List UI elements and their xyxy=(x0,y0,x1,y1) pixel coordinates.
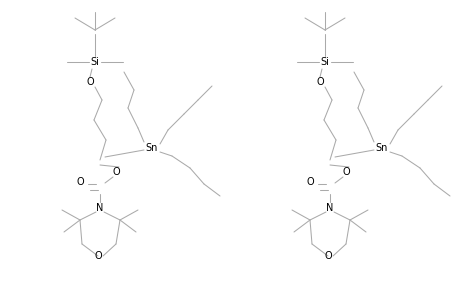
Text: Sn: Sn xyxy=(375,143,387,153)
Text: Si: Si xyxy=(320,57,329,67)
Text: O: O xyxy=(94,251,101,261)
Text: O: O xyxy=(76,177,84,187)
Text: O: O xyxy=(112,167,119,177)
Text: O: O xyxy=(306,177,313,187)
Text: N: N xyxy=(325,203,333,213)
Text: O: O xyxy=(86,77,94,87)
Text: N: N xyxy=(96,203,103,213)
Text: O: O xyxy=(324,251,331,261)
Text: Si: Si xyxy=(90,57,99,67)
Text: O: O xyxy=(341,167,349,177)
Text: Sn: Sn xyxy=(146,143,158,153)
Text: O: O xyxy=(315,77,323,87)
